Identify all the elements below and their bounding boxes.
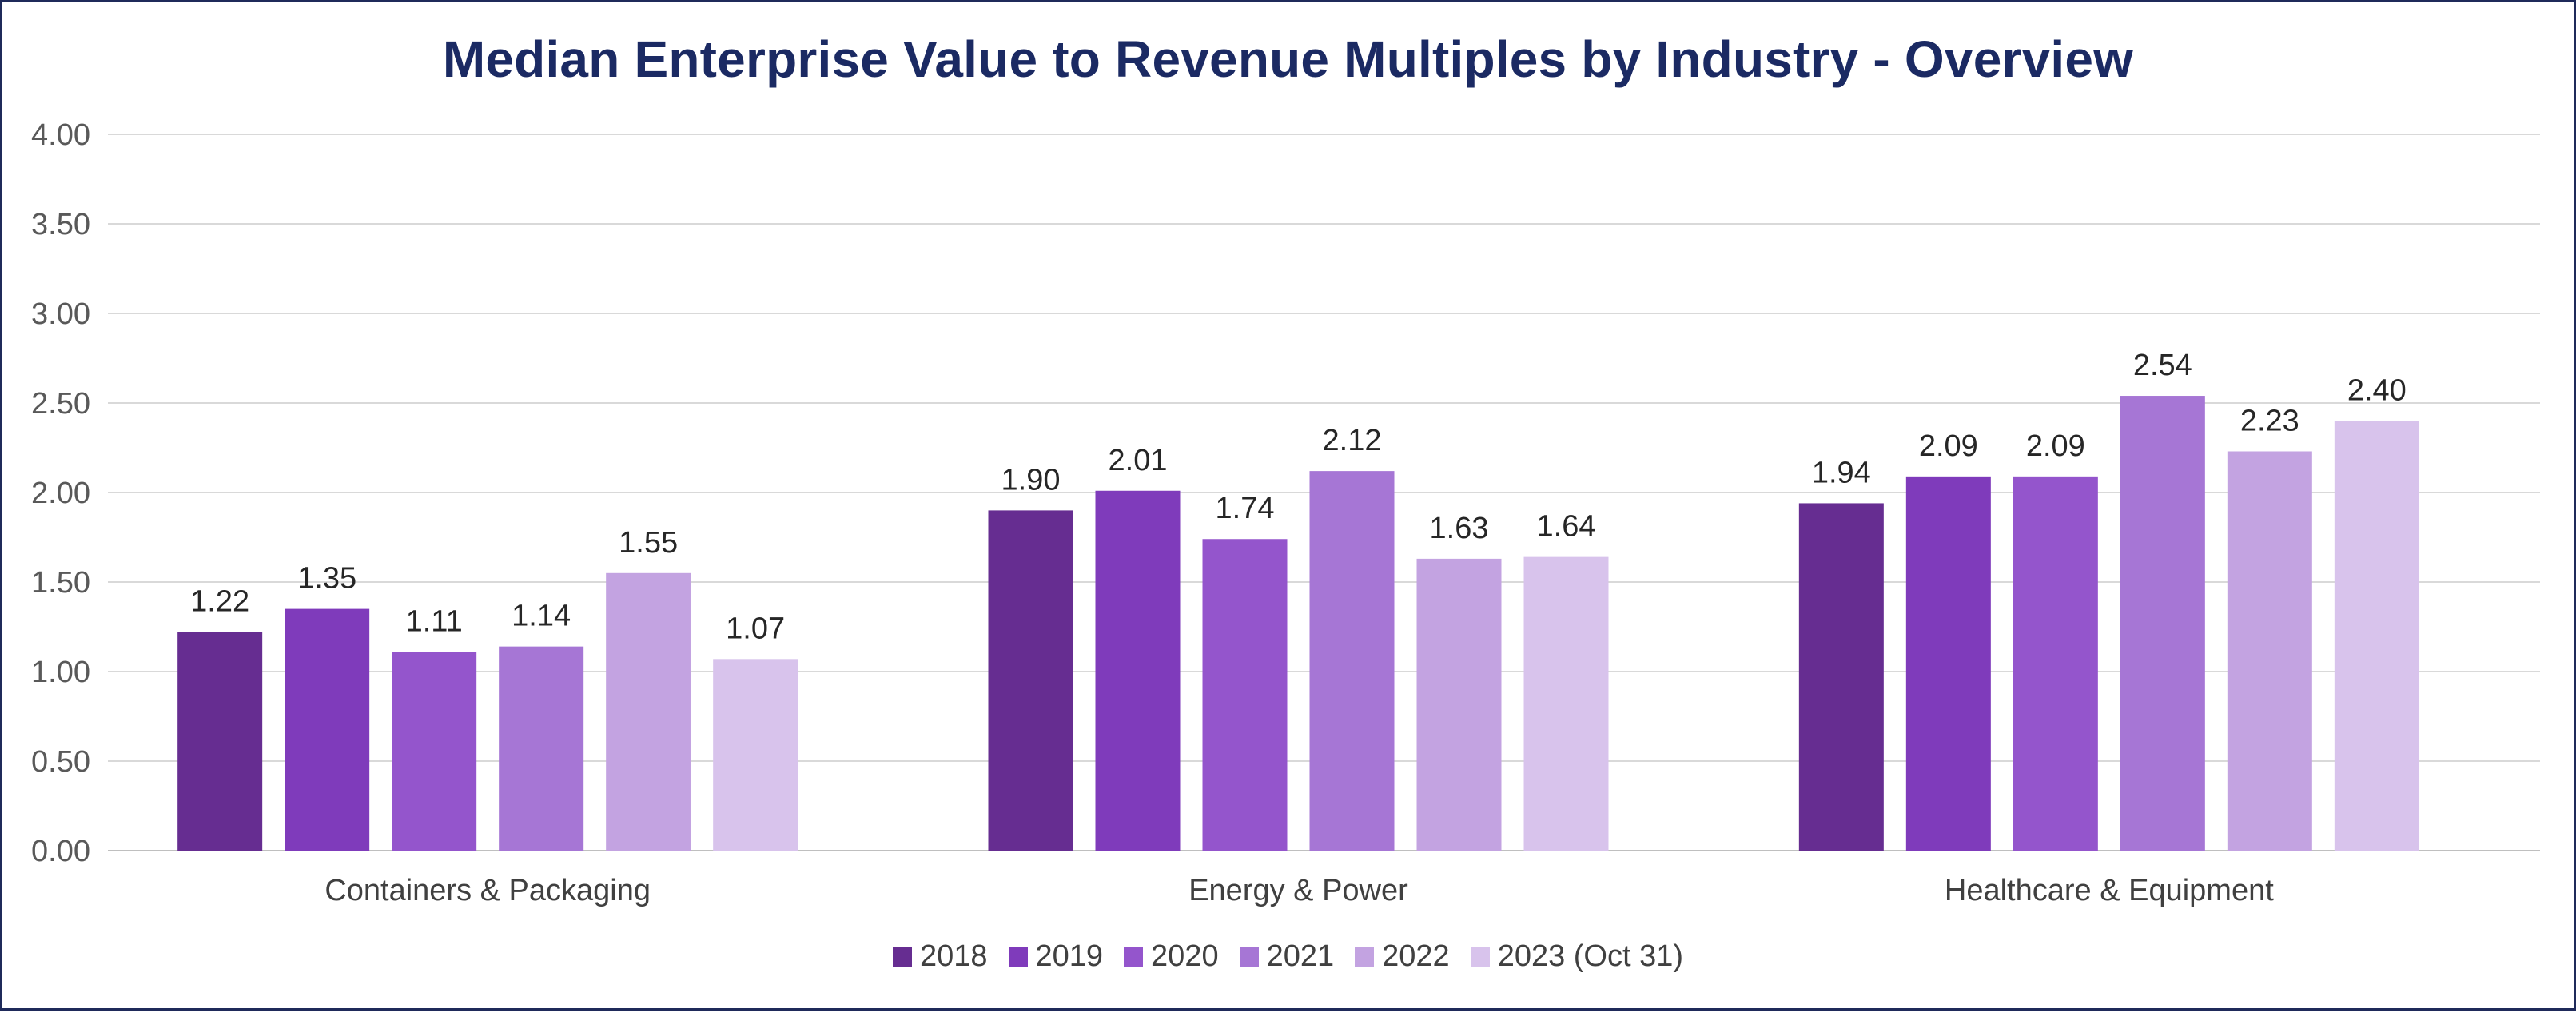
data-label: 1.74 xyxy=(1216,492,1275,525)
legend-label: 2018 xyxy=(919,939,988,973)
bar xyxy=(2013,476,2098,851)
bar xyxy=(1798,503,1884,851)
category-label: Energy & Power xyxy=(1188,874,1408,907)
y-tick-label: 0.00 xyxy=(31,835,90,868)
bar xyxy=(2334,421,2419,851)
bar xyxy=(1095,490,1181,851)
legend-item: 2018 xyxy=(892,939,988,974)
legend-swatch xyxy=(892,947,912,967)
data-label: 1.35 xyxy=(297,562,356,596)
legend-label: 2021 xyxy=(1266,939,1335,973)
bar xyxy=(177,632,263,851)
data-label: 1.11 xyxy=(406,604,463,638)
legend-swatch xyxy=(1008,947,1028,967)
bar xyxy=(2227,451,2312,851)
y-tick-label: 0.50 xyxy=(31,745,90,779)
bar xyxy=(988,510,1073,851)
legend-swatch xyxy=(1239,947,1259,967)
legend-label: 2022 xyxy=(1382,939,1450,973)
bar xyxy=(1309,471,1395,851)
data-label: 1.14 xyxy=(512,600,571,633)
y-tick-label: 3.50 xyxy=(31,208,90,241)
y-tick-label: 3.00 xyxy=(31,297,90,331)
data-label: 1.22 xyxy=(190,585,249,619)
chart-legend: 2018 2019 2020 2021 2022 2023 (Oct 31) xyxy=(2,939,2574,974)
legend-item: 2021 xyxy=(1239,939,1335,974)
data-label: 2.01 xyxy=(1109,444,1168,477)
category-label: Containers & Packaging xyxy=(324,874,651,907)
legend-item: 2019 xyxy=(1008,939,1104,974)
data-label: 1.94 xyxy=(1812,456,1871,489)
y-tick-label: 1.50 xyxy=(31,566,90,600)
legend-swatch xyxy=(1124,947,1144,967)
data-label: 2.40 xyxy=(2347,373,2407,407)
y-tick-label: 4.00 xyxy=(31,118,90,152)
legend-swatch xyxy=(1355,947,1375,967)
legend-item: 2020 xyxy=(1124,939,1219,974)
legend-label: 2020 xyxy=(1151,939,1219,973)
y-tick-label: 1.00 xyxy=(31,656,90,689)
data-label: 1.55 xyxy=(619,526,678,560)
chart-title: Median Enterprise Value to Revenue Multi… xyxy=(442,30,2134,88)
data-label: 1.64 xyxy=(1537,510,1596,544)
data-label: 2.23 xyxy=(2240,404,2299,437)
data-label: 1.63 xyxy=(1430,512,1489,545)
bar xyxy=(713,659,798,851)
bar xyxy=(499,646,584,851)
legend-item: 2023 (Oct 31) xyxy=(1470,939,1684,974)
bar xyxy=(1416,558,1502,851)
legend-label: 2023 (Oct 31) xyxy=(1497,939,1684,973)
data-label: 2.09 xyxy=(2026,429,2085,463)
data-label: 2.12 xyxy=(1323,424,1382,457)
data-label: 2.54 xyxy=(2133,349,2192,382)
y-tick-label: 2.00 xyxy=(31,477,90,510)
bar xyxy=(1202,539,1288,851)
bar xyxy=(606,572,691,851)
y-tick-label: 2.50 xyxy=(31,387,90,421)
legend-swatch xyxy=(1470,947,1490,967)
category-label: Healthcare & Equipment xyxy=(1945,874,2274,907)
bar xyxy=(285,608,370,851)
bar xyxy=(392,652,477,851)
data-label: 2.09 xyxy=(1919,429,1978,463)
bar xyxy=(1905,476,1991,851)
data-label: 1.07 xyxy=(726,612,785,645)
bar xyxy=(1523,556,1609,851)
bar xyxy=(2120,396,2205,851)
data-label: 1.90 xyxy=(1001,463,1061,497)
legend-label: 2019 xyxy=(1035,939,1104,973)
legend-item: 2022 xyxy=(1355,939,1450,974)
